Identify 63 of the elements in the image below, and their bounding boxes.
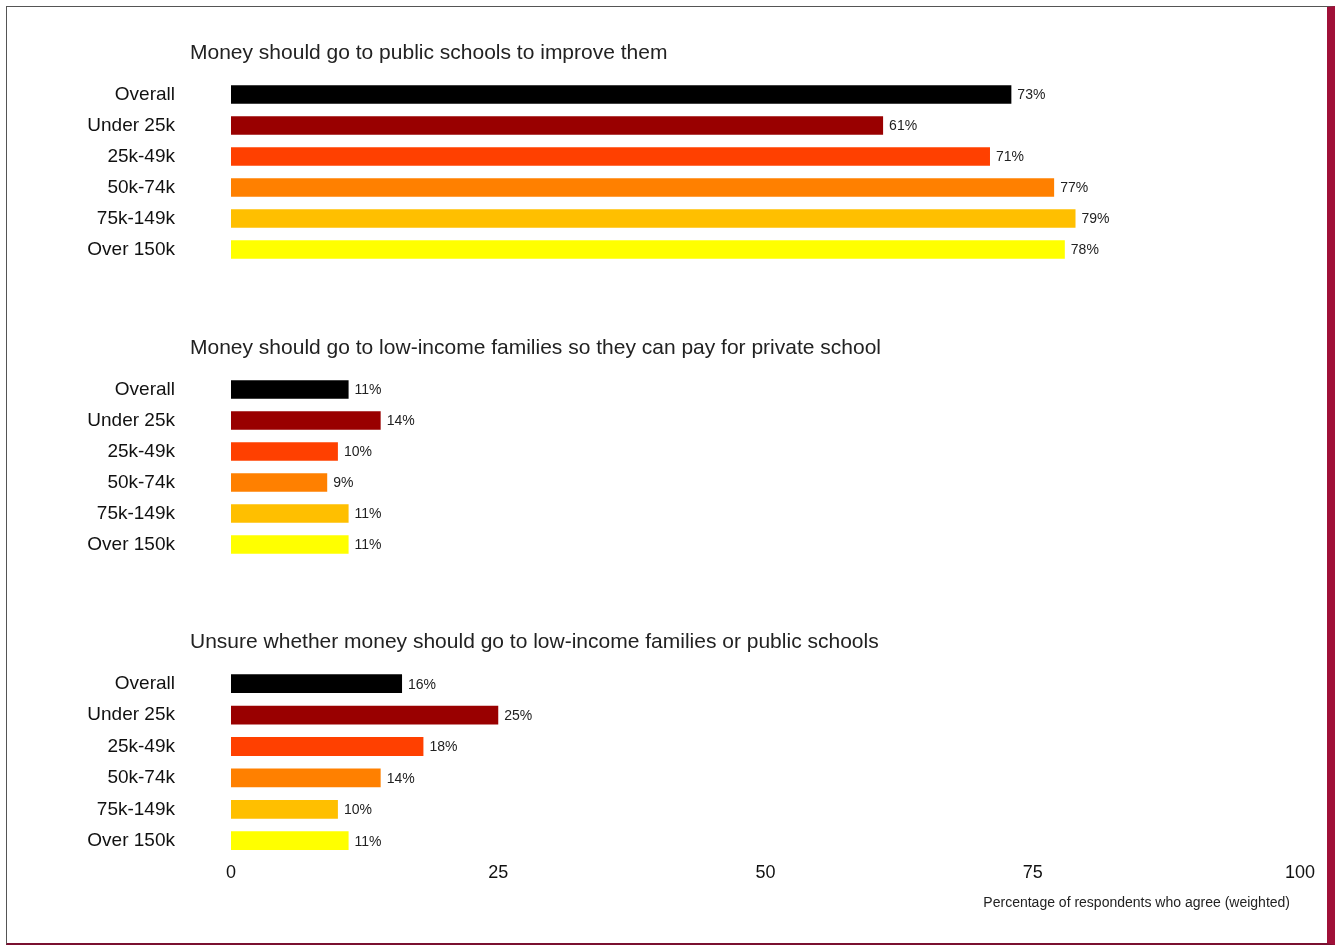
bar	[231, 799, 338, 819]
y-tick-label: Over 150k	[87, 828, 176, 850]
data-label: 14%	[386, 769, 415, 786]
bar	[231, 411, 381, 430]
x-tick-label: 0	[225, 862, 237, 883]
y-tick-label: Under 25k	[87, 113, 176, 135]
bar	[231, 85, 1012, 104]
y-tick-label: Overall	[114, 82, 175, 104]
data-label: 73%	[1017, 86, 1046, 103]
x-tick-label: 50	[755, 862, 776, 883]
data-label: 11%	[354, 832, 382, 849]
data-label: 61%	[889, 117, 918, 134]
bar	[231, 178, 1055, 197]
data-label: 14%	[386, 412, 415, 429]
y-tick-label: 50k-74k	[107, 470, 176, 492]
y-tick-label: 25k-49k	[107, 439, 176, 461]
y-tick-label: Over 150k	[87, 532, 176, 554]
bar	[231, 240, 1065, 259]
bar	[231, 116, 884, 135]
y-tick-label: Under 25k	[87, 408, 176, 430]
data-label: 71%	[995, 148, 1025, 165]
x-tick-label: 100	[1284, 862, 1316, 883]
bar	[231, 442, 338, 461]
y-tick-label: 25k-49k	[107, 734, 176, 756]
data-label: 10%	[343, 443, 372, 460]
y-tick-label: Overall	[114, 671, 175, 693]
data-label: 78%	[1070, 241, 1099, 258]
y-tick-label: 75k-149k	[96, 206, 176, 228]
y-tick-label: 50k-74k	[107, 766, 176, 788]
y-tick-label: Overall	[114, 377, 175, 399]
data-label: 11%	[354, 505, 382, 522]
y-tick-label: 50k-74k	[107, 175, 176, 197]
data-label: 16%	[408, 675, 437, 692]
bar	[231, 209, 1076, 228]
y-tick-label: Over 150k	[87, 237, 176, 259]
y-tick-label: Under 25k	[87, 703, 176, 725]
x-tick-label: 75	[1022, 862, 1043, 883]
x-tick-label: 25	[488, 862, 509, 883]
data-label: 18%	[429, 738, 458, 755]
bar	[231, 380, 349, 399]
data-label: 10%	[343, 801, 372, 818]
bar	[231, 504, 349, 523]
bar	[231, 473, 328, 492]
bar	[231, 674, 403, 694]
chart-title: Money should go to public schools to improve them	[190, 40, 668, 64]
bar	[231, 147, 990, 166]
data-label: 11%	[354, 381, 382, 398]
y-tick-label: 25k-49k	[107, 144, 176, 166]
bar	[231, 737, 424, 756]
chart-title: Money should go to low-income families so they can pay for private school	[190, 335, 882, 359]
y-tick-label: 75k-149k	[96, 501, 176, 523]
data-label: 25%	[504, 706, 533, 723]
x-axis-title: Percentage of respondents who agree (weighted)	[982, 894, 1290, 910]
bar	[231, 768, 381, 788]
bar	[231, 705, 499, 725]
y-tick-label: 75k-149k	[96, 797, 176, 819]
bar	[231, 831, 349, 851]
data-label: 11%	[354, 536, 382, 553]
bar	[231, 535, 349, 554]
data-label: 77%	[1060, 179, 1089, 196]
data-label: 9%	[333, 474, 354, 491]
data-label: 79%	[1081, 210, 1110, 227]
chart-title: Unsure whether money should go to low-income families or public schools	[190, 629, 879, 653]
